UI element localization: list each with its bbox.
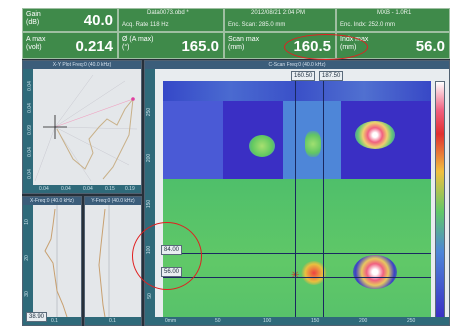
indication-bottom-center (301, 261, 327, 285)
x-freq-x-axis: 0.1 (23, 317, 81, 325)
xy-x-tick: 0.19 (125, 186, 135, 192)
cursor-readout-top-a: 160.50 (291, 71, 316, 81)
cursor-line-horizontal-a[interactable] (163, 253, 431, 254)
indication-top-center (305, 131, 321, 157)
gain-label: Gain (dB) (26, 11, 41, 26)
cursor-line-horizontal-b[interactable] (163, 277, 431, 278)
x-freq-title: X-Freq:0 (40.0 kHz) (23, 197, 81, 205)
c-scan-x-tick: 0mm (165, 318, 177, 324)
c-scan-y-tick: 150 (146, 199, 153, 209)
c-scan-title: C-Scan Freq:0 (40.0 kHz) (145, 61, 449, 69)
cursor-line-vertical-b[interactable] (323, 81, 324, 317)
gain-readout[interactable]: Gain (dB) 40.0 (22, 8, 118, 32)
phi-readout[interactable]: Ø (A max) (°) 165.0 (118, 32, 224, 59)
amax-readout[interactable]: A max (volt) 0.214 (22, 32, 118, 59)
amax-value: 0.214 (75, 38, 113, 55)
c-scan-y-axis: 250 200 150 100 50 (145, 69, 155, 319)
xy-plot-title: X-Y Plot Freq:0 (40.0 kHz) (23, 61, 141, 69)
indication-top-middle (249, 135, 275, 157)
xy-x-tick: 0.04 (61, 186, 71, 192)
c-scan-x-tick: 100 (263, 318, 272, 324)
xy-x-tick: 0.04 (39, 186, 49, 192)
lower-green-region (163, 179, 431, 317)
y-freq-panel[interactable]: Y-Freq:0 (40.0 kHz) 0.1 (84, 196, 142, 326)
c-scan-y-tick: 200 (146, 153, 153, 163)
file-name: Data0073.obd * (147, 10, 189, 16)
c-scan-panel[interactable]: C-Scan Freq:0 (40.0 kHz) 250 200 150 100… (144, 60, 450, 326)
y-freq-trace (98, 205, 110, 319)
xy-y-tick: 0.04 (26, 169, 33, 179)
indication-top-right (355, 121, 395, 149)
x-freq-x-tick: 0.1 (51, 318, 58, 324)
cursor-line-vertical-a[interactable] (295, 81, 296, 317)
callout-cursor-values (132, 222, 202, 290)
gain-value: 40.0 (83, 12, 113, 29)
x-freq-y-tick: 30 (23, 291, 30, 297)
x-freq-y-tick: 20 (23, 255, 30, 261)
c-scan-x-tick: 200 (359, 318, 368, 324)
phi-label: Ø (A max) (°) (122, 36, 154, 51)
top-noise-band (163, 81, 431, 101)
indication-bottom-right (353, 255, 397, 289)
xy-plot-y-axis: 0.04 0.04 0.09 0.04 0.04 (23, 69, 33, 187)
xy-y-tick: 0.04 (26, 103, 33, 113)
x-freq-y-axis: 10 20 30 (23, 205, 33, 319)
x-freq-panel[interactable]: X-Freq:0 (40.0 kHz) 10 20 30 0.1 (22, 196, 82, 326)
c-scan-y-tick: 250 (146, 107, 153, 117)
x-freq-trace (44, 205, 68, 319)
scan-info: 2012/08/21 2:04 PM Enc. Scan: 285.0 mm (224, 8, 336, 32)
x-freq-readout: 38.90 (26, 312, 48, 322)
cursor-readout-top-b: 187.50 (319, 71, 344, 81)
c-scan-x-tick: 150 (311, 318, 320, 324)
eddy-current-app: Gain (dB) 40.0 Data0073.obd * Acq. Rate … (22, 8, 450, 326)
c-scan-x-axis: 0mm 50 100 150 200 250 (145, 317, 449, 325)
xy-plot-x-axis: 0.04 0.04 0.04 0.15 0.19 (23, 185, 141, 193)
c-scan-x-tick: 250 (407, 318, 416, 324)
callout-scan-max (284, 34, 368, 60)
device-name: MXB - 1.0R1 (377, 10, 412, 16)
xy-x-tick: 0.04 (83, 186, 93, 192)
xy-y-tick: 0.04 (26, 147, 33, 157)
index-max-value: 56.0 (415, 38, 445, 55)
c-scan-x-tick: 50 (215, 318, 221, 324)
y-freq-x-tick: 0.1 (109, 318, 116, 324)
y-freq-x-axis: 0.1 (85, 317, 141, 325)
xy-plot-panel[interactable]: X-Y Plot Freq:0 (40.0 kHz) 0.04 0.04 0.0… (22, 60, 142, 194)
acq-rate: Acq. Rate 118 Hz (122, 22, 169, 28)
xy-y-tick: 0.09 (26, 125, 33, 135)
enc-scan: Enc. Scan: 285.0 mm (228, 22, 286, 28)
x-freq-y-tick: 10 (23, 219, 30, 225)
c-scan-image[interactable]: ✳ (163, 81, 431, 317)
blue-stripe-left (163, 101, 223, 179)
datetime: 2012/08/21 2:04 PM (251, 10, 306, 16)
color-scale-bar (435, 81, 445, 319)
enc-index: Enc. Indx: 252.0 mm (340, 22, 396, 28)
amax-label: A max (volt) (26, 36, 46, 51)
scan-max-label: Scan max (mm) (228, 36, 260, 51)
phi-value: 165.0 (181, 38, 219, 55)
device-info: MXB - 1.0R1 Enc. Indx: 252.0 mm (336, 8, 450, 32)
xy-x-tick: 0.15 (105, 186, 115, 192)
file-info: Data0073.obd * Acq. Rate 118 Hz (118, 8, 224, 32)
xy-y-tick: 0.04 (26, 81, 33, 91)
c-scan-y-tick: 50 (146, 293, 153, 299)
y-freq-title: Y-Freq:0 (40.0 kHz) (85, 197, 141, 205)
xy-plot-canvas (34, 74, 138, 182)
